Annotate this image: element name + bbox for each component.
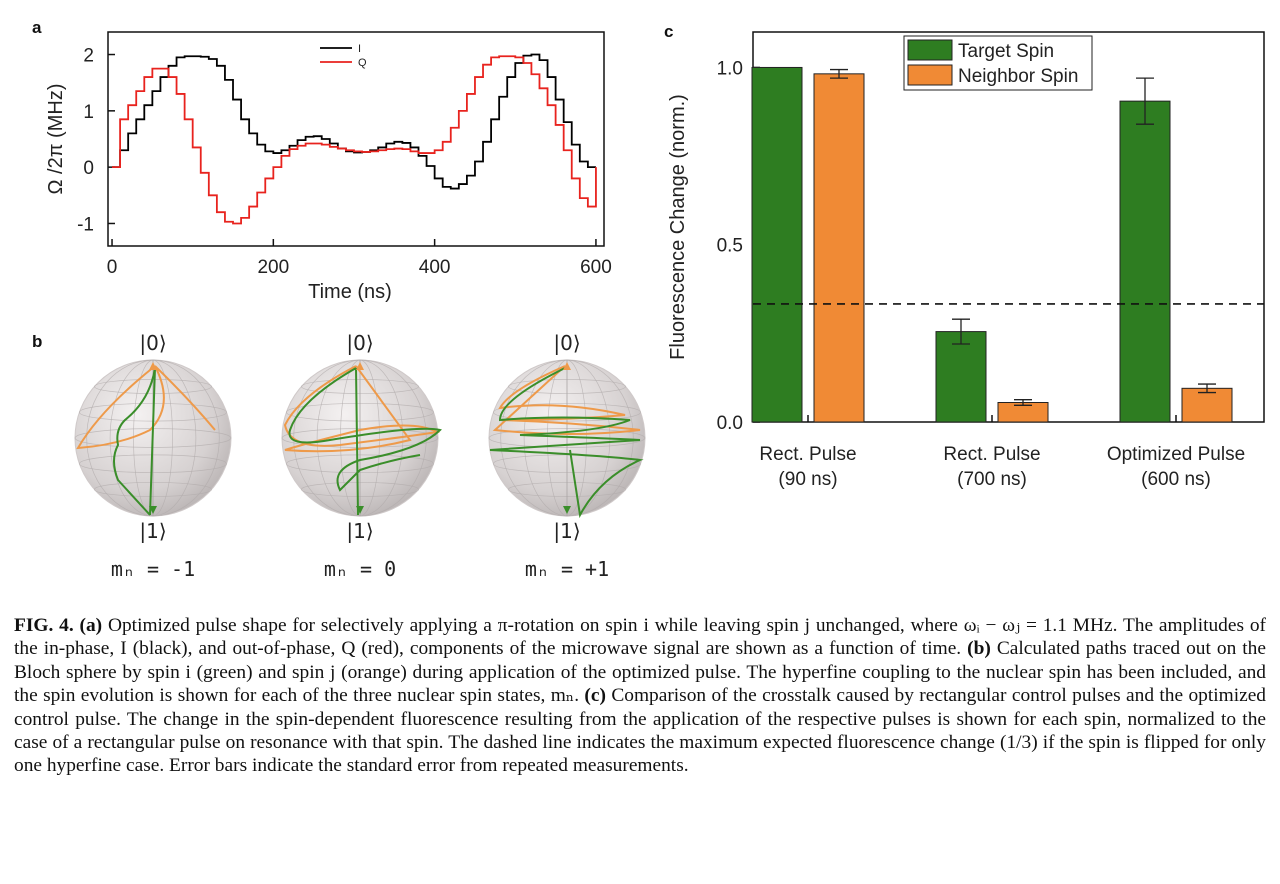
- nuclear-spin-label: mₙ = 0: [324, 557, 396, 581]
- bar-target-spin: [751, 66, 803, 423]
- ket-zero-label: |0⟩: [139, 331, 166, 355]
- caption-b-tag: (b): [967, 638, 991, 660]
- caption-a-text: Optimized pulse shape for selectively ap…: [14, 615, 1266, 660]
- ket-zero-label: |0⟩: [346, 331, 373, 355]
- legend-label-i: I: [358, 43, 361, 55]
- caption-b-text: Calculated paths traced out on the Bloch…: [14, 638, 1266, 707]
- panel-a-pulse-chart: 0 200 400 600 -1 0 1 2 Time (ns) Ω /2π (MHz) IQ: [45, 31, 612, 303]
- spin-i-trajectory: [489, 367, 644, 519]
- panel-c-bar-chart: 0.0 0.5 1.0 Fluorescence Change (norm.) Rect…: [667, 31, 1265, 490]
- panel-c-letter: c: [664, 22, 674, 41]
- panel-b-letter: b: [32, 332, 43, 351]
- x-tick-label: 0: [107, 257, 118, 278]
- bar-target-spin: [935, 331, 987, 423]
- nuclear-spin-label: mₙ = +1: [525, 557, 609, 581]
- ket-zero-label: |0⟩: [553, 331, 580, 355]
- arrow-head-icon: [563, 506, 571, 514]
- arrow-head-icon: [563, 362, 571, 370]
- bar-neighbor-spin: [1181, 387, 1233, 423]
- bar-target-spin: [1119, 100, 1171, 423]
- spin-i-trajectory: [288, 367, 442, 516]
- caption-c-tag: (c): [584, 685, 606, 707]
- arrow-head-icon: [356, 362, 364, 370]
- nuclear-spin-label: mₙ = -1: [111, 557, 195, 581]
- y-tick-label: 1: [83, 102, 94, 123]
- category-sublabel: (600 ns): [1141, 469, 1211, 490]
- x-axis-label: Time (ns): [308, 281, 392, 303]
- y-tick-label: 2: [83, 46, 94, 67]
- series-line-i: [112, 53, 596, 190]
- spin-i-trajectory: [113, 367, 156, 516]
- spin-j-trajectory: [76, 365, 216, 450]
- y-axis-label: Ω /2π (MHz): [45, 84, 67, 195]
- y-tick-label: 0.5: [717, 236, 743, 257]
- bar-neighbor-spin: [813, 73, 865, 423]
- x-tick-label: 400: [419, 257, 451, 278]
- caption-fig-label: FIG. 4.: [14, 615, 74, 636]
- x-tick-label: 200: [257, 257, 289, 278]
- legend-swatch: [907, 39, 953, 61]
- spin-j-trajectory: [492, 365, 641, 435]
- category-sublabel: (90 ns): [778, 469, 837, 490]
- legend-swatch: [907, 64, 953, 86]
- legend-label-q: Q: [358, 57, 367, 69]
- ket-one-label: |1⟩: [553, 519, 580, 543]
- y-tick-label: 1.0: [717, 58, 743, 79]
- panel-a-letter: a: [32, 18, 42, 37]
- legend-label: Neighbor Spin: [958, 66, 1078, 87]
- legend-label: Target Spin: [958, 41, 1054, 62]
- category-label: Rect. Pulse: [759, 444, 856, 465]
- panel-b-bloch-spheres: |0⟩ |1⟩ mₙ = -1 |0⟩ |1⟩ mₙ = 0 |0⟩ |1⟩ mₙ = +1: [74, 331, 646, 581]
- arrow-head-icon: [149, 362, 157, 370]
- y-tick-label: -1: [77, 214, 94, 235]
- category-sublabel: (700 ns): [957, 469, 1027, 490]
- ket-one-label: |1⟩: [139, 519, 166, 543]
- ket-one-label: |1⟩: [346, 519, 373, 543]
- arrow-head-icon: [149, 506, 157, 514]
- y-tick-label: 0.0: [717, 413, 743, 434]
- category-label: Rect. Pulse: [943, 444, 1040, 465]
- series-line-q: [112, 55, 597, 225]
- figure-caption: FIG. 4. (a) Optimized pulse shape for se…: [14, 614, 1266, 778]
- caption-c-text: Comparison of the crosstalk caused by re…: [14, 685, 1266, 777]
- y-axis-label: Fluorescence Change (norm.): [667, 94, 689, 360]
- category-label: Optimized Pulse: [1107, 444, 1245, 465]
- y-tick-label: 0: [83, 158, 94, 179]
- panel-a-plot-frame: [107, 31, 605, 247]
- x-tick-label: 600: [580, 257, 612, 278]
- caption-a-tag: (a): [79, 615, 103, 636]
- arrow-head-icon: [356, 506, 364, 514]
